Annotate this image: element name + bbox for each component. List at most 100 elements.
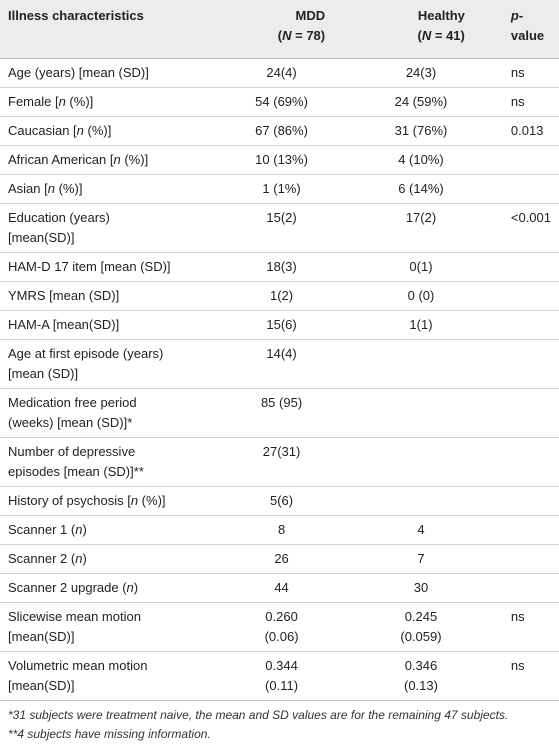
- text-part: Scanner 1 (: [8, 522, 76, 537]
- text-part: ): [82, 522, 87, 537]
- text-part: (%)]: [65, 94, 94, 109]
- cell-line: 18(3): [266, 259, 297, 274]
- table-cell: HAM-A [mean(SD)]: [0, 310, 212, 340]
- table-cell: Volumetric mean motion [mean(SD)]: [0, 651, 212, 701]
- text-part: n: [76, 123, 84, 138]
- table-row: Age (years) [mean (SD)] 24(4) 24(3) ns: [0, 58, 559, 88]
- table-cell: Slicewise mean motion [mean(SD)]: [0, 602, 212, 652]
- cell-line: Number of depressive: [8, 444, 136, 459]
- table-cell: Medication free period (weeks) [mean (SD)…: [0, 388, 212, 438]
- text-part: n: [126, 580, 134, 595]
- table-cell: History of psychosis [n (%)]: [0, 486, 212, 516]
- cell-line: 27(31): [262, 444, 301, 459]
- cell-line: 67 (86%): [255, 123, 308, 138]
- text-part: N: [282, 28, 292, 43]
- cell-line: 8: [277, 522, 286, 537]
- table-cell: 18(3): [212, 252, 352, 282]
- table-cell: 14(4): [212, 339, 352, 389]
- table-row: Medication free period (weeks) [mean (SD)…: [0, 388, 559, 438]
- table-cell: 7: [351, 544, 491, 574]
- cell-line: 0.346: [404, 658, 438, 673]
- cell-line: Asian [n (%)]: [8, 179, 204, 199]
- table-cell: 8: [212, 515, 352, 545]
- cell-line: 15(6): [266, 317, 297, 332]
- text-part: Scanner 2 upgrade (: [8, 580, 127, 595]
- cell-line: 0.013: [510, 123, 544, 138]
- text-part: (: [417, 28, 422, 43]
- table-cell: 10 (13%): [212, 145, 352, 175]
- table-cell: 0.260 (0.06): [212, 602, 352, 652]
- table-cell: [490, 145, 559, 175]
- table-cell: 1 (1%): [212, 174, 352, 204]
- table-cell: 0.245 (0.059): [351, 602, 491, 652]
- text-part: Caucasian [: [8, 123, 77, 138]
- cell-line: (N = 78): [220, 26, 325, 46]
- text-part: n: [75, 551, 83, 566]
- cell-line: 10 (13%): [255, 152, 308, 167]
- text-part: Scanner 2 (: [8, 551, 76, 566]
- cell-line: 54 (69%): [255, 94, 308, 109]
- table-body: Age (years) [mean (SD)] 24(4) 24(3) ns Femal…: [0, 58, 559, 701]
- table-cell: [490, 310, 559, 340]
- cell-line: Volumetric mean motion: [8, 658, 148, 673]
- table-header: Illness characteristics MDD (N = 78) Health…: [0, 0, 559, 59]
- table-cell: 26: [212, 544, 352, 574]
- cell-line: 30: [413, 580, 429, 595]
- table-cell: [490, 573, 559, 603]
- text-part: Female [: [8, 94, 59, 109]
- table-row: HAM-A [mean(SD)] 15(6) 1(1): [0, 310, 559, 340]
- table-cell: [351, 486, 491, 516]
- table-cell: 67 (86%): [212, 116, 352, 146]
- cell-line: YMRS [mean (SD)]: [8, 288, 120, 303]
- text-part: n: [47, 181, 55, 196]
- table-cell: 24(3): [351, 58, 491, 88]
- cell-line: 0.245: [404, 609, 438, 624]
- cell-line: 4 (10%): [398, 152, 444, 167]
- table-cell: Female [n (%)]: [0, 87, 212, 117]
- table-row: HAM-D 17 item [mean (SD)] 18(3) 0(1): [0, 252, 559, 282]
- text-part: = 41): [431, 28, 465, 43]
- cell-line: Age at first episode (years): [8, 346, 164, 361]
- table-cell: [490, 252, 559, 282]
- cell-line: 1(2): [269, 288, 294, 303]
- table-row: Scanner 1 (n) 8 4: [0, 515, 559, 545]
- text-part: n: [58, 94, 66, 109]
- table-row: Slicewise mean motion [mean(SD)] 0.260 (0.0…: [0, 602, 559, 652]
- cell-line: 24(3): [405, 65, 437, 80]
- cell-line: ns: [510, 94, 525, 109]
- table-cell: 85 (95): [212, 388, 352, 438]
- cell-line: ns: [510, 609, 525, 624]
- table-cell: 1(2): [212, 281, 352, 311]
- table-cell: 44: [212, 573, 352, 603]
- table-cell: Scanner 2 upgrade (n): [0, 573, 212, 603]
- table-cell: [490, 486, 559, 516]
- text-part: (%)]: [83, 123, 112, 138]
- table-cell: [490, 515, 559, 545]
- table-cell: 0 (0): [351, 281, 491, 311]
- text-part: ): [82, 551, 87, 566]
- table-cell: 6 (14%): [351, 174, 491, 204]
- table-cell: 54 (69%): [212, 87, 352, 117]
- cell-line: Education (years): [8, 210, 110, 225]
- cell-line: 17(2): [405, 210, 437, 225]
- cell-line: 15(2): [266, 210, 297, 225]
- header-cell: Illness characteristics: [0, 0, 212, 59]
- cell-line: 14(4): [266, 346, 297, 361]
- cell-line: 6 (14%): [398, 181, 444, 196]
- cell-line: 24(4): [266, 65, 297, 80]
- table-cell: 17(2): [351, 203, 491, 253]
- text-part: ): [133, 580, 139, 595]
- table-cell: Age at first episode (years) [mean (SD)]: [0, 339, 212, 389]
- cell-line: Scanner 2 upgrade (n): [8, 578, 204, 598]
- table-cell: 30: [351, 573, 491, 603]
- table-cell: 24(4): [212, 58, 352, 88]
- table-cell: ns: [490, 58, 559, 88]
- cell-line: [mean(SD)]: [8, 629, 75, 644]
- table-cell: 1(1): [351, 310, 491, 340]
- table-cell: 15(2): [212, 203, 352, 253]
- table-cell: [490, 437, 559, 487]
- table-cell: <0.001: [490, 203, 559, 253]
- cell-line: [mean(SD)]: [8, 678, 75, 693]
- table-cell: [351, 388, 491, 438]
